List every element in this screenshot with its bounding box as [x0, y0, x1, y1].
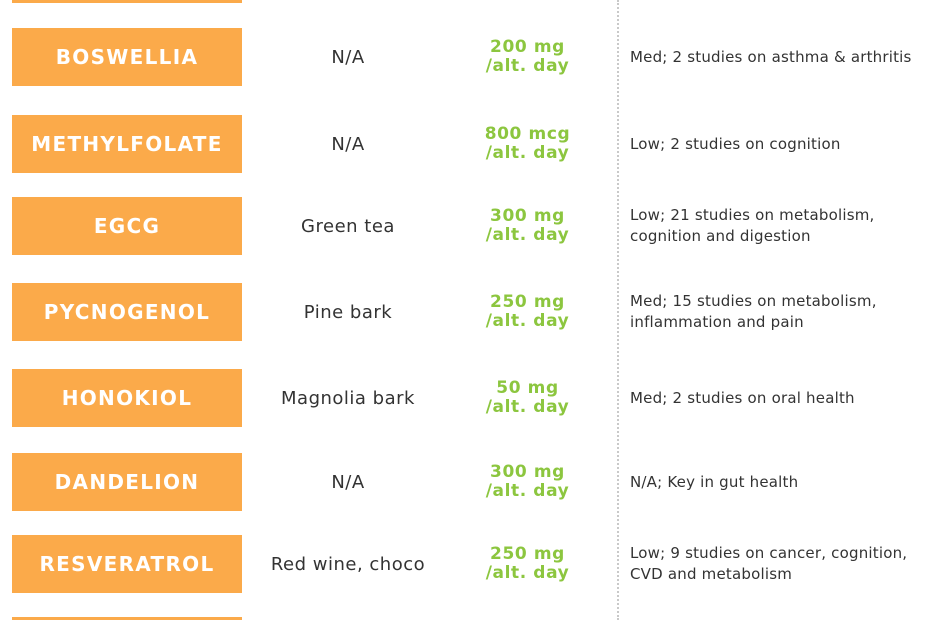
next-row-label-edge: [12, 617, 242, 620]
supplement-name: EGCG: [12, 197, 242, 255]
evidence-text: Low; 9 studies on cancer, cognition, CVD…: [630, 544, 908, 583]
evidence-text: Med; 2 studies on oral health: [630, 388, 855, 407]
natural-source: Green tea: [301, 215, 395, 237]
dose-amount: 800 mcg: [484, 124, 571, 144]
natural-source: N/A: [331, 46, 365, 68]
evidence: Low; 2 studies on cognition: [630, 115, 925, 173]
dose: 250 mg /alt. day: [455, 535, 600, 593]
natural-source: N/A: [331, 133, 365, 155]
supplement-name: DANDELION: [12, 453, 242, 511]
evidence: Low; 21 studies on metabolism, cognition…: [630, 197, 925, 255]
dose: 50 mg /alt. day: [455, 369, 600, 427]
evidence: Med; 2 studies on asthma & arthritis: [630, 28, 925, 86]
evidence-text: N/A; Key in gut health: [630, 472, 799, 491]
column-divider: [617, 0, 619, 620]
dose-amount: 250 mg: [490, 544, 565, 564]
supplement-name: RESVERATROL: [12, 535, 242, 593]
previous-row-label-edge: [12, 0, 242, 3]
natural-source: Red wine, choco: [270, 553, 426, 575]
natural-source: N/A: [331, 471, 365, 493]
evidence: Med; 2 studies on oral health: [630, 369, 925, 427]
natural-source: Pine bark: [303, 301, 393, 323]
dose-amount: 300 mg: [490, 462, 565, 482]
dose-amount: 250 mg: [490, 292, 565, 312]
table-row: BOSWELLIA N/A 200 mg /alt. day Med; 2 st…: [0, 28, 930, 86]
dose: 300 mg /alt. day: [455, 197, 600, 255]
evidence-text: Med; 15 studies on metabolism, inflammat…: [630, 292, 877, 331]
dose-frequency: /alt. day: [485, 143, 570, 163]
dose: 300 mg /alt. day: [455, 453, 600, 511]
supplement-name: PYCNOGENOL: [12, 283, 242, 341]
evidence: Med; 15 studies on metabolism, inflammat…: [630, 283, 925, 341]
dose: 250 mg /alt. day: [455, 283, 600, 341]
supplement-name: BOSWELLIA: [12, 28, 242, 86]
natural-source: Magnolia bark: [281, 387, 415, 409]
evidence-text: Low; 2 studies on cognition: [630, 134, 841, 153]
table-row: DANDELION N/A 300 mg /alt. day N/A; Key …: [0, 453, 930, 511]
dose-frequency: /alt. day: [485, 56, 570, 76]
dose-frequency: /alt. day: [485, 397, 570, 417]
dose-frequency: /alt. day: [485, 481, 570, 501]
supplement-name: METHYLFOLATE: [12, 115, 242, 173]
evidence: N/A; Key in gut health: [630, 453, 925, 511]
dose: 800 mcg /alt. day: [455, 115, 600, 173]
evidence: Low; 9 studies on cancer, cognition, CVD…: [630, 535, 925, 593]
table-row: PYCNOGENOL Pine bark 250 mg /alt. day Me…: [0, 283, 930, 341]
dose-frequency: /alt. day: [485, 311, 570, 331]
dose-amount: 50 mg: [496, 378, 559, 398]
supplement-name: HONOKIOL: [12, 369, 242, 427]
table-row: HONOKIOL Magnolia bark 50 mg /alt. day M…: [0, 369, 930, 427]
dose-frequency: /alt. day: [485, 225, 570, 245]
table-row: METHYLFOLATE N/A 800 mcg /alt. day Low; …: [0, 115, 930, 173]
evidence-text: Low; 21 studies on metabolism, cognition…: [630, 206, 875, 245]
dose-amount: 300 mg: [490, 206, 565, 226]
dose-amount: 200 mg: [490, 37, 565, 57]
dose-frequency: /alt. day: [485, 563, 570, 583]
evidence-text: Med; 2 studies on asthma & arthritis: [630, 47, 912, 66]
table-row: EGCG Green tea 300 mg /alt. day Low; 21 …: [0, 197, 930, 255]
table-row: RESVERATROL Red wine, choco 250 mg /alt.…: [0, 535, 930, 593]
dose: 200 mg /alt. day: [455, 28, 600, 86]
